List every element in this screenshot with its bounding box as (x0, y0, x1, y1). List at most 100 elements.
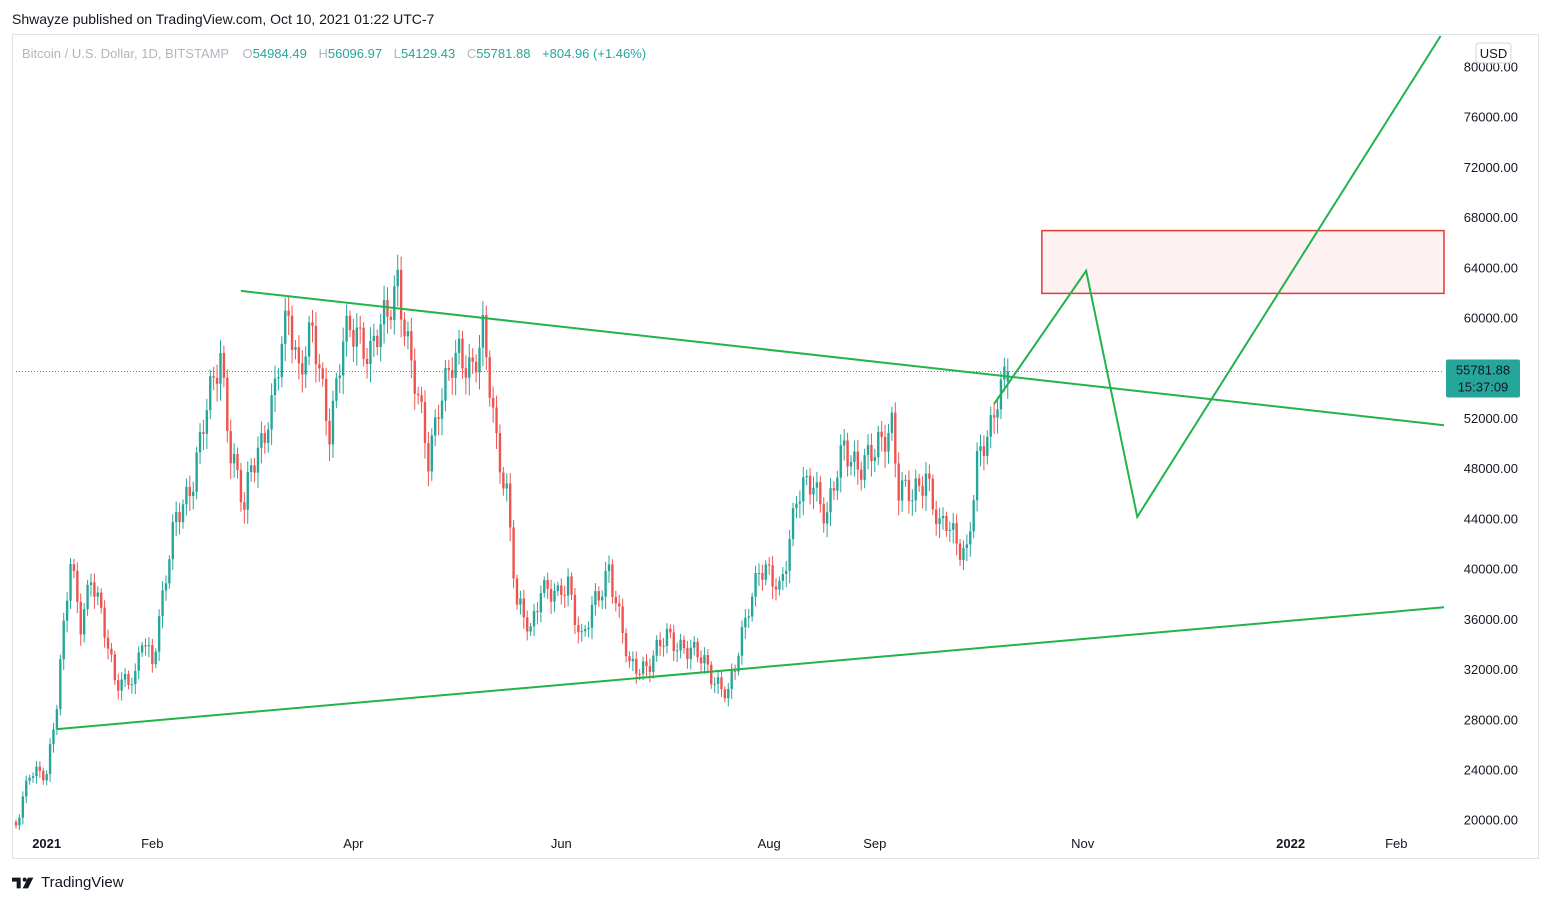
candle-body (386, 299, 389, 317)
candle-body (699, 657, 703, 664)
candle-body (512, 527, 515, 579)
candle-body (941, 516, 945, 519)
chart-frame (12, 34, 1539, 859)
candle-body (628, 656, 631, 662)
candle-body (52, 729, 55, 745)
candle-body (607, 564, 611, 572)
candle-body (560, 585, 563, 595)
candle-body (82, 609, 86, 635)
candle-body (249, 465, 253, 472)
candle-body (379, 324, 382, 348)
candle-body (137, 652, 140, 671)
price-axis[interactable]: 20000.00 24000.00 28000.00 32000.00 36000.00… (1464, 59, 1518, 827)
price-axis-tick-label: 48000.00 (1464, 461, 1518, 476)
candle-body (31, 776, 35, 778)
candle-body (669, 628, 672, 633)
candle-body (904, 479, 907, 481)
candle-body (341, 341, 345, 376)
candle-body (434, 417, 437, 436)
candlestick-series (14, 254, 1009, 831)
drawing-overlays[interactable] (56, 35, 1445, 731)
candle-body (355, 327, 359, 347)
candle-body (679, 639, 682, 651)
candle-body (290, 315, 294, 350)
candle-body (174, 512, 178, 523)
legend-open-value: 54984.49 (253, 46, 307, 61)
candle-body (812, 487, 815, 495)
candle-body (900, 480, 904, 501)
candle-body (423, 402, 427, 443)
candle-body (396, 269, 399, 287)
candle-body (645, 661, 648, 667)
candle-body (185, 486, 188, 505)
candle-body (832, 488, 836, 491)
candle-body (195, 452, 198, 492)
projection-path[interactable] (993, 35, 1442, 520)
candle-body (318, 364, 321, 369)
candle-body (883, 436, 887, 452)
candle-body (614, 596, 618, 604)
legend-high-value: 56096.97 (328, 46, 382, 61)
footer-brand[interactable]: TradingView (12, 874, 124, 891)
candle-body (215, 377, 219, 384)
legend-symbol: Bitcoin / U.S. Dollar, 1D, BITSTAMP (22, 46, 229, 61)
candle-body (658, 639, 662, 646)
candle-body (938, 518, 941, 525)
candle-body (744, 617, 747, 628)
candle-body (975, 450, 979, 501)
currency-button[interactable]: USD (1475, 42, 1512, 64)
trendline-upper[interactable] (240, 289, 1445, 427)
candle-body (621, 606, 624, 634)
candle-body (430, 435, 433, 472)
candle-body (716, 677, 720, 684)
candle-body (399, 269, 403, 320)
candle-body (253, 465, 256, 473)
candle-body (454, 352, 457, 378)
candle-body (877, 431, 880, 458)
candle-body (808, 475, 812, 495)
tradingview-logo-icon (12, 877, 34, 888)
candle-body (18, 817, 21, 826)
candle-body (750, 596, 754, 617)
candle-body (69, 564, 72, 601)
candle-countdown: 15:37:09 (1458, 379, 1509, 394)
candle-body (321, 368, 324, 379)
candle-body (232, 454, 236, 464)
candle-body (100, 592, 103, 608)
candle-body (273, 378, 277, 396)
candle-body (331, 400, 335, 445)
candle-body (965, 544, 969, 548)
legend-close-value: 55781.88 (476, 46, 530, 61)
candle-body (754, 573, 757, 597)
trendline-lower[interactable] (56, 606, 1445, 731)
last-price-badge: 55781.88 15:37:09 (1446, 359, 1520, 398)
candle-body (188, 486, 192, 497)
candle-body (246, 471, 249, 510)
candle-body (154, 651, 157, 665)
candle-body (580, 631, 583, 633)
candle-body (989, 415, 992, 437)
candle-body (958, 543, 962, 560)
candle-body (781, 574, 785, 581)
candle-body (928, 473, 931, 479)
candle-body (406, 331, 410, 337)
candle-body (604, 571, 607, 597)
candle-body (311, 322, 314, 326)
candle-body (28, 777, 31, 781)
resistance-zone-box[interactable] (1041, 229, 1445, 295)
candle-body (706, 654, 710, 665)
candle-body (55, 709, 59, 730)
candle-body (515, 578, 519, 605)
candle-body (287, 310, 290, 316)
candle-body (205, 410, 209, 434)
candle-body (594, 591, 597, 605)
price-chart[interactable]: 20000.00 24000.00 28000.00 32000.00 36000.00… (12, 34, 1539, 859)
candle-body (842, 440, 846, 446)
candle-body (573, 594, 577, 625)
candle-body (464, 368, 468, 378)
candle-body (192, 491, 195, 497)
legend-high-label: H (318, 46, 327, 61)
time-axis[interactable]: 2021 Feb Apr Jun Aug Sep Nov 2022 Feb (32, 836, 1407, 851)
candle-body (549, 588, 553, 602)
candle-body (219, 352, 222, 384)
